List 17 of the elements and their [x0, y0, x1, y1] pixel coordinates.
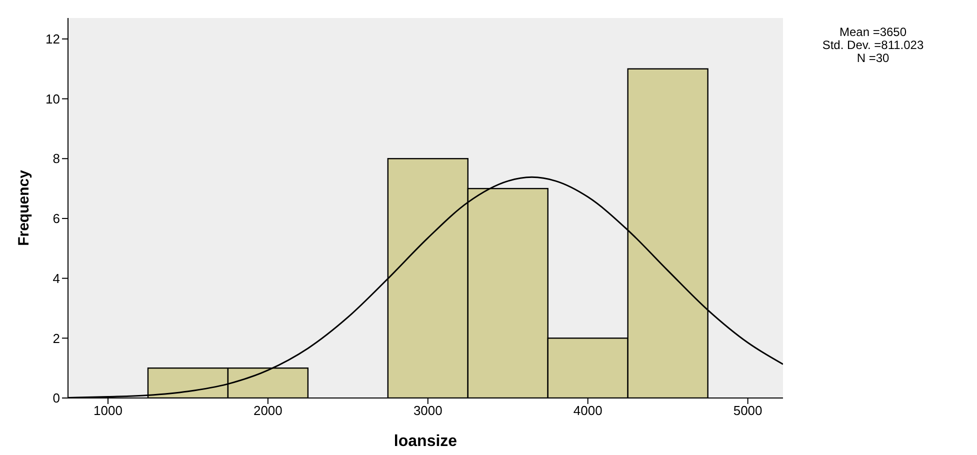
x-tick-label: 3000: [413, 403, 442, 418]
y-tick-label: 6: [52, 211, 60, 226]
y-tick-label: 0: [52, 390, 60, 406]
x-tick-label: 5000: [733, 403, 762, 418]
text: Std. Dev. =811.023: [821, 38, 925, 52]
x-tick-label: 1000: [94, 403, 122, 418]
text: Mean =3650: [838, 25, 908, 39]
x-axis-title: loansize: [394, 433, 458, 450]
y-tick-label: 12: [46, 32, 60, 47]
y-tick-label: 4: [52, 270, 60, 286]
x-tick-label: 2000: [253, 403, 282, 418]
y-axis-title: Frequency: [15, 169, 32, 246]
y-tick-label: 2: [52, 330, 60, 346]
y-tick-label: 10: [46, 91, 60, 106]
x-tick-label: 4000: [573, 403, 602, 418]
text: N =30: [856, 51, 890, 65]
y-tick-label: 8: [52, 151, 60, 166]
